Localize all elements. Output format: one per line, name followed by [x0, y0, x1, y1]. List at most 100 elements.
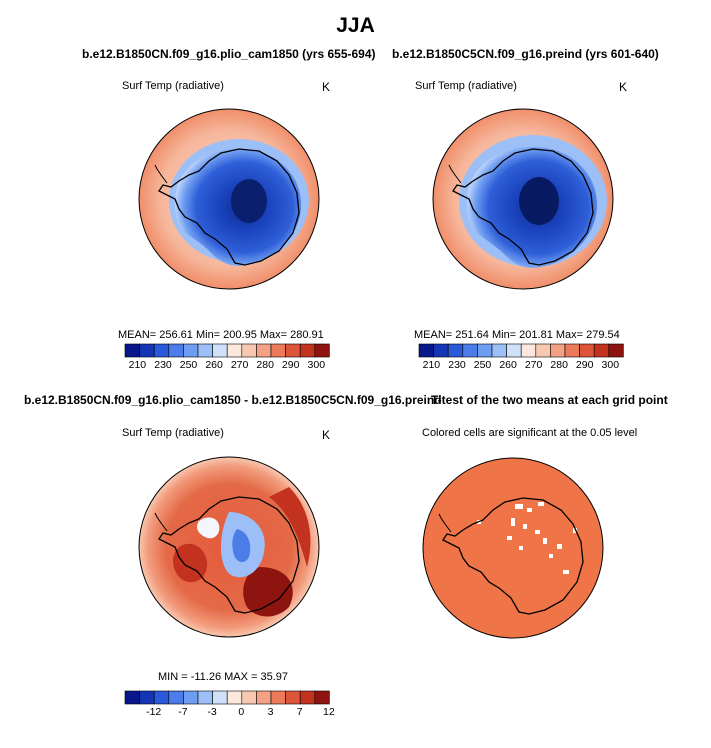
colorbar-swatch	[564, 343, 580, 358]
colorbar-swatch	[241, 343, 257, 358]
ice-sheet-core	[231, 179, 267, 223]
colorbar-swatch	[285, 343, 301, 358]
colorbar-swatch	[550, 343, 566, 358]
colorbar-tick-label: 250	[474, 359, 492, 371]
colorbar-tick-label: 260	[499, 359, 517, 371]
warm-anomaly-east	[269, 487, 311, 567]
colorbar-tick-label: 260	[205, 359, 223, 371]
colorbar-swatch	[433, 343, 449, 358]
colorbar-tick-label: 290	[576, 359, 594, 371]
colorbar-swatch	[226, 343, 243, 358]
colorbar-tick-label: 210	[129, 359, 147, 371]
colorbar-tick-label: 290	[282, 359, 300, 371]
colorbar-swatch	[520, 343, 537, 358]
antarctica-coastline	[158, 496, 300, 614]
colorbar-tick-label: 7	[297, 706, 303, 718]
colorbar-swatch	[212, 690, 228, 705]
colorbar-swatch	[418, 343, 434, 358]
colorbar-swatch	[285, 690, 301, 705]
panel-title-preindustrial: b.e12.B1850C5CN.f09_g16.preind (yrs 601-…	[392, 47, 659, 61]
colorbar-tick-label: 230	[448, 359, 466, 371]
colorbar-tick-label: 0	[238, 706, 244, 718]
panel-title-pliocene: b.e12.B1850CN.f09_g16.plio_cam1850 (yrs …	[82, 47, 376, 61]
significance-note: Colored cells are significant at the 0.0…	[422, 427, 638, 439]
cool-anomaly-core	[232, 529, 251, 563]
antarctica-coastline	[452, 148, 594, 266]
colorbar-tick-label: -12	[146, 706, 161, 718]
colorbar-swatch	[124, 343, 140, 358]
polar-map-difference	[138, 456, 320, 638]
colorbar-swatch	[270, 343, 286, 358]
colorbar-difference: -12 -7 -3 0 3 7 12	[124, 690, 335, 718]
significant-cells	[423, 458, 603, 638]
map-border	[422, 457, 604, 639]
colorbar-swatch	[256, 343, 272, 358]
warm-anomaly-ross	[243, 567, 293, 617]
antarctica-coastline	[158, 148, 300, 266]
stats-preindustrial: MEAN= 251.64 Min= 201.81 Max= 279.54	[414, 329, 620, 341]
colorbar-swatch	[153, 690, 170, 705]
colorbar-swatch	[270, 690, 286, 705]
polar-map-ttest	[422, 457, 604, 639]
colorbar-swatch	[197, 690, 213, 705]
variable-label-difference: Surf Temp (radiative)	[122, 427, 224, 439]
colorbar-swatch	[124, 690, 140, 705]
colorbar-swatch	[579, 343, 595, 358]
colorbar-tick-label: 230	[154, 359, 172, 371]
colorbar-swatch	[168, 343, 184, 358]
variable-label-preindustrial: Surf Temp (radiative)	[415, 80, 517, 92]
map-border	[432, 108, 614, 290]
panel-title-ttest: T-test of the two means at each grid poi…	[431, 393, 668, 407]
insignificant-cells	[425, 502, 577, 634]
colorbar-preindustrial: 210 230 250 260 270 280 290 300	[418, 343, 624, 371]
colorbar-swatch	[212, 343, 228, 358]
peninsula-coastline	[438, 513, 452, 533]
colorbar-swatch	[256, 690, 272, 705]
colorbar-swatch	[168, 690, 184, 705]
polar-map-pliocene	[138, 108, 320, 290]
antarctica-coastline	[442, 497, 584, 615]
colorbar-swatch	[139, 343, 155, 358]
colorbar-swatch	[226, 690, 243, 705]
colorbar-swatch	[314, 343, 330, 358]
colorbar-swatch	[299, 690, 316, 705]
colorbar-swatch	[608, 343, 624, 358]
figure-title: JJA	[336, 14, 375, 37]
colorbar-swatch	[314, 690, 330, 705]
map-border	[138, 456, 320, 638]
colorbar-swatch	[593, 343, 610, 358]
colorbar-swatch	[447, 343, 464, 358]
peninsula-coastline	[154, 164, 168, 184]
colorbar-swatch	[299, 343, 316, 358]
colorbar-tick-label: 12	[323, 706, 335, 718]
units-label-difference: K	[322, 428, 331, 442]
ice-sheet-core	[519, 177, 559, 225]
colorbar-swatch	[535, 343, 551, 358]
units-label-pliocene: K	[322, 80, 331, 94]
colorbar-swatch	[491, 343, 507, 358]
colorbar-tick-label: 250	[180, 359, 198, 371]
colorbar-tick-label: 300	[602, 359, 620, 371]
colorbar-tick-label: 210	[423, 359, 441, 371]
colorbar-tick-label: 280	[550, 359, 568, 371]
colorbar-tick-label: -7	[178, 706, 187, 718]
colorbar-swatch	[153, 343, 170, 358]
colorbar-tick-label: 3	[268, 706, 274, 718]
stats-difference: MIN = -11.26 MAX = 35.97	[158, 671, 289, 683]
colorbar-pliocene: 210 230 250 260 270 280 290 300	[124, 343, 330, 371]
panel-title-difference: b.e12.B1850CN.f09_g16.plio_cam1850 - b.e…	[24, 393, 442, 407]
colorbar-swatch	[477, 343, 493, 358]
colorbar-tick-label: 280	[256, 359, 274, 371]
colorbar-swatch	[241, 690, 257, 705]
colorbar-swatch	[462, 343, 478, 358]
neutral-anomaly	[197, 517, 220, 539]
colorbar-swatch	[183, 343, 199, 358]
units-label-preindustrial: K	[619, 80, 628, 94]
peninsula-coastline	[154, 512, 168, 532]
colorbar-tick-label: 270	[525, 359, 543, 371]
stats-pliocene: MEAN= 256.61 Min= 200.95 Max= 280.91	[118, 329, 324, 341]
map-border	[138, 108, 320, 290]
polar-map-preindustrial	[432, 108, 614, 290]
colorbar-swatch	[183, 690, 199, 705]
peninsula-coastline	[448, 164, 462, 184]
